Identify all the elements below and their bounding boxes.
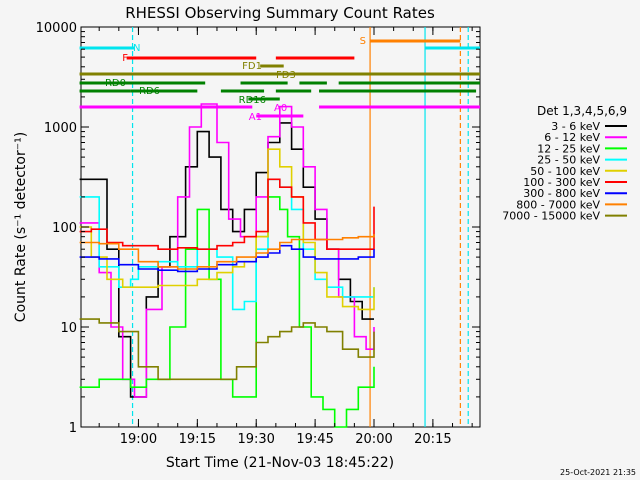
legend-title: Det 1,3,4,5,6,9 <box>537 104 627 118</box>
x-tick-label: 19:30 <box>237 432 274 447</box>
state-bar-rd16-label: RD16 <box>239 95 266 106</box>
plot-area: NF S FD1 FD3 RD0 RD6 RD16 A0 A1 19:00 19:15 19:30 1… <box>36 21 481 447</box>
series-line-2 <box>79 196 375 428</box>
legend-entry-label: 100 - 300 keV <box>523 176 600 189</box>
x-tick-label: 20:00 <box>355 432 392 447</box>
y-tick-label: 10000 <box>36 21 77 36</box>
series-line-3 <box>79 178 375 311</box>
series-line-7 <box>79 234 375 270</box>
x-axis-label: Start Time (21-Nov-03 18:45:22) <box>166 455 394 471</box>
chart-title: RHESSI Observing Summary Count Rates <box>125 4 435 22</box>
state-bar-rd0-label: RD0 <box>105 78 126 89</box>
series-line-6 <box>79 244 375 273</box>
state-bar-s-label: S <box>360 36 366 47</box>
y-tick-label: 10 <box>60 321 77 336</box>
legend-entry-label: 3 - 6 keV <box>551 120 600 133</box>
state-bar-fd3-label: FD3 <box>276 70 296 81</box>
y-axis-label: Count Rate (s⁻¹ detector⁻¹) <box>13 132 29 322</box>
x-tick-label: 20:15 <box>414 432 451 447</box>
state-bar-fd1-label: FD1 <box>242 61 262 72</box>
legend-entry-label: 12 - 25 keV <box>537 142 600 155</box>
state-bar-rd6-label: RD6 <box>139 86 160 97</box>
state-bar-f-label: F <box>122 53 128 64</box>
state-bar-a1-label: A1 <box>249 112 262 123</box>
x-tick-label: 19:45 <box>296 432 333 447</box>
series-line-5 <box>79 178 375 250</box>
state-bar-n-label: N <box>133 43 140 54</box>
y-tick-label: 100 <box>52 221 77 236</box>
y-tick-label: 1 <box>69 421 77 436</box>
legend-entry-label: 25 - 50 keV <box>537 154 600 167</box>
legend-entry-label: 50 - 100 keV <box>530 165 600 178</box>
legend-entry-label: 800 - 7000 keV <box>516 198 600 211</box>
x-tick-label: 19:15 <box>179 432 216 447</box>
series-line-8 <box>79 318 375 381</box>
legend-entry-label: 6 - 12 keV <box>544 131 600 144</box>
legend-entry-label: 7000 - 15000 keV <box>502 210 600 223</box>
y-tick-label: 1000 <box>44 121 77 136</box>
footer-timestamp: 25-Oct-2021 21:35 <box>560 468 636 477</box>
x-tick-label: 19:00 <box>120 432 157 447</box>
legend-entry-label: 300 - 800 keV <box>523 187 600 200</box>
state-bar-a0-label: A0 <box>274 103 287 114</box>
